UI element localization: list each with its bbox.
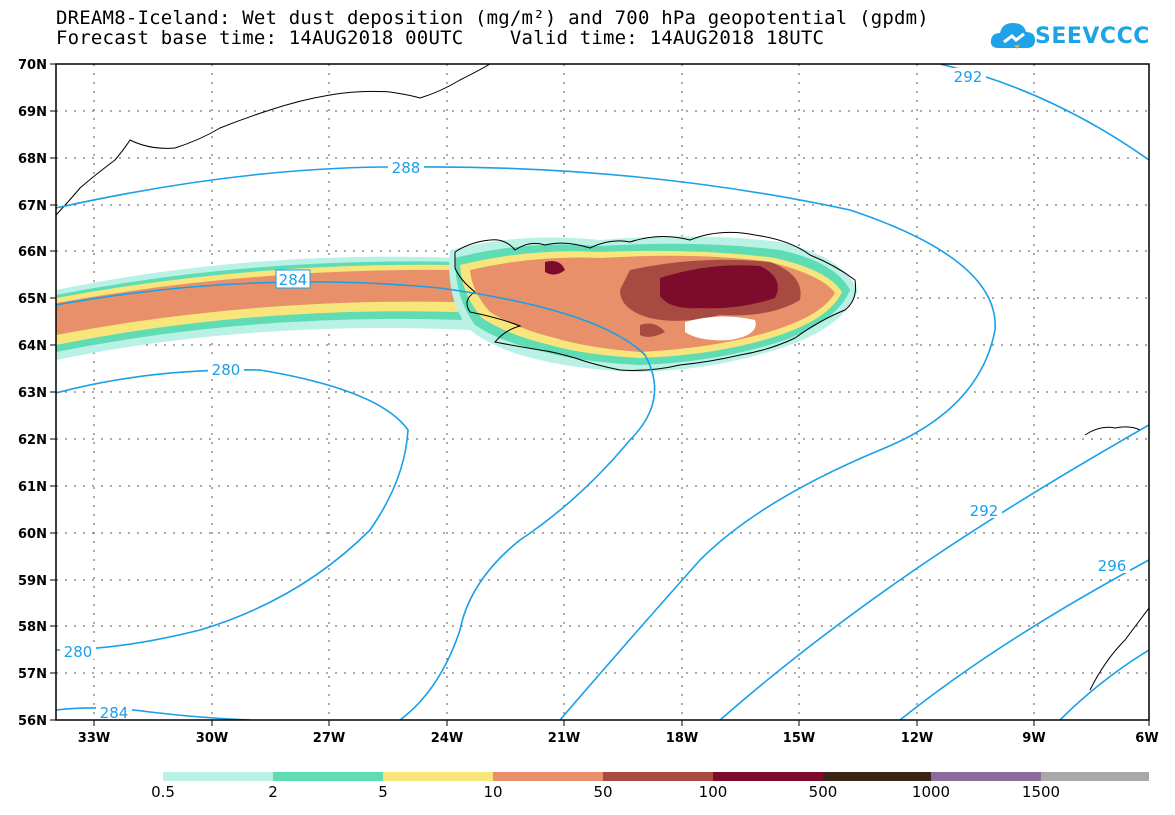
coastlines — [56, 64, 1149, 691]
forecast-time-line: Forecast base time: 14AUG2018 00UTC Vali… — [56, 27, 825, 49]
legend-label: 1500 — [1021, 783, 1061, 801]
lon-ticks — [93, 720, 1150, 726]
svg-text:296: 296 — [1098, 557, 1127, 575]
lat-label: 64N — [18, 339, 47, 354]
lat-label: 66N — [18, 245, 47, 260]
lat-label: 67N — [18, 199, 47, 214]
contour-label-284: 284 — [275, 269, 311, 289]
lat-label: 70N — [18, 58, 47, 73]
lon-label: 30W — [196, 731, 228, 746]
legend-label: 50 — [593, 783, 613, 801]
lat-label: 60N — [18, 527, 47, 542]
lat-label: 61N — [18, 480, 47, 495]
lat-label: 57N — [18, 667, 47, 682]
contour-label-292-top: 292 — [950, 68, 986, 86]
color-legend — [163, 772, 1149, 781]
lat-label: 68N — [18, 152, 47, 167]
svg-text:280: 280 — [212, 361, 241, 379]
legend-swatch — [931, 772, 1041, 781]
svg-text:284: 284 — [279, 271, 308, 289]
contour-label-284-bottom: 284 — [96, 704, 132, 722]
legend-swatch — [713, 772, 823, 781]
legend-label: 2 — [268, 783, 278, 801]
map-title: DREAM8-Iceland: Wet dust deposition (mg/… — [56, 7, 929, 29]
legend-label: 10 — [483, 783, 503, 801]
lon-label: 33W — [78, 731, 110, 746]
legend-swatch — [823, 772, 931, 781]
contour-label-280-upper: 280 — [208, 361, 244, 379]
lat-label: 63N — [18, 386, 47, 401]
contour-label-288: 288 — [388, 159, 424, 177]
lon-label: 24W — [431, 731, 463, 746]
legend-label: 0.5 — [151, 783, 175, 801]
legend-label: 5 — [378, 783, 388, 801]
legend-label: 1000 — [911, 783, 951, 801]
logo-text: SEEVCCC — [1035, 24, 1150, 49]
lat-label: 65N — [18, 292, 47, 307]
contour-labels: 292 288 284 280 280 284 292 296 — [60, 68, 1130, 722]
lon-gridlines — [93, 64, 1035, 720]
lon-label: 21W — [548, 731, 580, 746]
legend-swatch — [1041, 772, 1149, 781]
svg-text:292: 292 — [954, 68, 983, 86]
lon-label: 15W — [783, 731, 815, 746]
lat-gridlines — [56, 110, 1149, 674]
lon-label: 27W — [313, 731, 345, 746]
lon-label: 9W — [1022, 731, 1045, 746]
lat-label: 62N — [18, 433, 47, 448]
lat-ticks — [50, 63, 56, 721]
lat-label: 59N — [18, 574, 47, 589]
legend-swatch — [603, 772, 713, 781]
lat-label: 56N — [18, 714, 47, 729]
legend-swatch — [493, 772, 603, 781]
legend-swatch — [163, 772, 273, 781]
lat-label: 69N — [18, 105, 47, 120]
dust-plume — [56, 236, 858, 372]
legend-label: 100 — [698, 783, 728, 801]
lon-labels: 33W 30W 27W 24W 21W 18W 15W 12W 9W 6W — [78, 731, 1159, 746]
lon-label: 18W — [666, 731, 698, 746]
legend-swatch — [273, 772, 383, 781]
lat-label: 58N — [18, 620, 47, 635]
legend-swatch — [383, 772, 493, 781]
lat-labels: 70N 69N 68N 67N 66N 65N 64N 63N 62N 61N … — [18, 58, 47, 729]
contour-label-296: 296 — [1094, 557, 1130, 575]
svg-text:288: 288 — [392, 159, 421, 177]
svg-text:284: 284 — [100, 704, 129, 722]
cloud-icon — [990, 23, 1035, 49]
seevccc-logo: SEEVCCC — [990, 18, 1149, 58]
contour-label-280-lower: 280 — [60, 643, 96, 661]
legend-label: 500 — [808, 783, 838, 801]
lon-label: 6W — [1135, 731, 1158, 746]
lon-label: 12W — [901, 731, 933, 746]
contour-label-292-lower: 292 — [966, 502, 1002, 520]
svg-text:280: 280 — [64, 643, 93, 661]
svg-text:292: 292 — [970, 502, 999, 520]
